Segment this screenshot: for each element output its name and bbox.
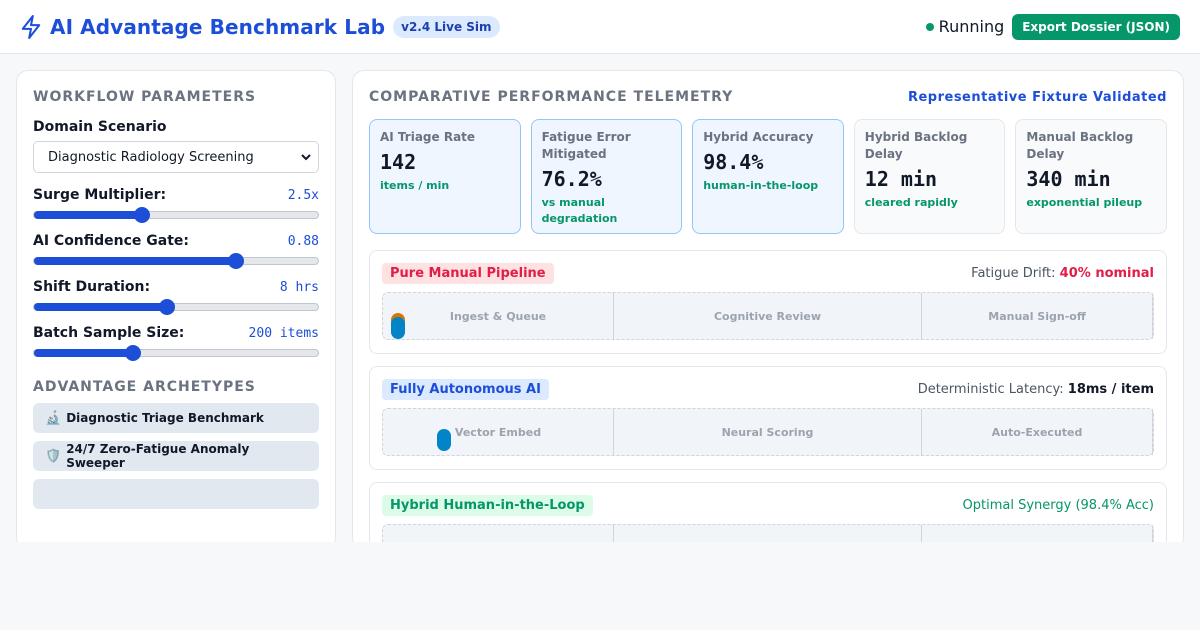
metric-value: 98.4% bbox=[703, 150, 764, 174]
slider-value: 8 hrs bbox=[279, 280, 319, 295]
slider-fill bbox=[34, 211, 142, 219]
slider-surge-multiplier: Surge Multiplier: 2.5x bbox=[33, 187, 319, 223]
metric-label: Manual Backlog Delay bbox=[1026, 130, 1134, 161]
metric-value: 340 min bbox=[1026, 167, 1111, 191]
slider-label: Shift Duration: bbox=[33, 279, 151, 295]
metric-sub: cleared rapidly bbox=[864, 196, 958, 209]
pipeline-autonomous: Fully Autonomous AI Deterministic Latenc… bbox=[369, 366, 1167, 470]
metric-value: 12 min bbox=[864, 167, 938, 191]
metric-sub: items / min bbox=[380, 179, 450, 192]
slider-label: AI Confidence Gate: bbox=[33, 233, 190, 249]
slider-fill bbox=[34, 303, 168, 311]
metric-cards: AI Triage Rate 142 items / min Fatigue E… bbox=[369, 119, 1167, 234]
archetype-item-partial[interactable] bbox=[33, 479, 319, 509]
page-background bbox=[0, 542, 1200, 630]
lane-neural-scoring: Neural Scoring bbox=[614, 409, 922, 455]
shield-icon: 🛡️ bbox=[45, 448, 62, 464]
pipeline-hybrid: Hybrid Human-in-the-Loop Optimal Synergy… bbox=[369, 482, 1167, 549]
slider-ai-confidence-gate: AI Confidence Gate: 0.88 bbox=[33, 233, 319, 269]
metric-sub: vs manual degradation bbox=[541, 196, 618, 225]
metric-card-fatigue-error: Fatigue Error Mitigated 76.2% vs manual … bbox=[530, 119, 683, 234]
metric-label: Hybrid Backlog Delay bbox=[864, 130, 968, 161]
pipeline-lanes: Vector Embed Neural Scoring Auto-Execute… bbox=[382, 408, 1154, 456]
metric-value: 76.2% bbox=[541, 167, 602, 191]
work-item-token bbox=[437, 429, 451, 451]
domain-scenario-value: Diagnostic Radiology Screening bbox=[48, 149, 254, 165]
pipeline-meta: Deterministic Latency: 18ms / item bbox=[918, 382, 1154, 397]
domain-scenario-label: Domain Scenario bbox=[33, 119, 167, 135]
pipeline-lanes: Ingest & Queue Cognitive Review Manual S… bbox=[382, 292, 1154, 340]
pipeline-meta-value: 18ms / item bbox=[1067, 382, 1154, 397]
metric-label: Fatigue Error Mitigated bbox=[541, 130, 631, 161]
section-title-parameters: WORKFLOW PARAMETERS bbox=[33, 89, 257, 105]
slider-track[interactable] bbox=[33, 253, 319, 269]
slider-label: Batch Sample Size: bbox=[33, 325, 185, 341]
pipeline-meta: Fatigue Drift: 40% nominal bbox=[971, 266, 1154, 281]
lane-cognitive-review: Cognitive Review bbox=[614, 293, 922, 339]
lane-auto-executed: Auto-Executed bbox=[922, 409, 1153, 455]
metric-card-hybrid-backlog: Hybrid Backlog Delay 12 min cleared rapi… bbox=[853, 119, 1006, 234]
metric-label: AI Triage Rate bbox=[380, 130, 476, 144]
slider-label: Surge Multiplier: bbox=[33, 187, 167, 203]
lane bbox=[922, 525, 1153, 549]
version-badge: v2.4 Live Sim bbox=[393, 15, 500, 38]
archetype-diagnostic-triage[interactable]: 🔬 Diagnostic Triage Benchmark bbox=[33, 403, 319, 433]
validation-status: Representative Fixture Validated bbox=[907, 90, 1167, 105]
status-text: Running bbox=[938, 17, 1005, 36]
slider-fill bbox=[34, 257, 236, 265]
pipeline-badge: Pure Manual Pipeline bbox=[382, 263, 554, 284]
archetype-anomaly-sweeper[interactable]: 🛡️ 24/7 Zero-Fatigue Anomaly Sweeper bbox=[33, 441, 319, 471]
workflow-parameters-panel: WORKFLOW PARAMETERS Domain Scenario Diag… bbox=[16, 70, 336, 550]
slider-value: 2.5x bbox=[287, 188, 319, 203]
archetype-label: 24/7 Zero-Fatigue Anomaly Sweeper bbox=[66, 442, 250, 470]
metric-card-ai-triage-rate: AI Triage Rate 142 items / min bbox=[369, 119, 521, 234]
chevron-down-icon bbox=[301, 154, 311, 161]
work-item-token bbox=[391, 317, 405, 339]
slider-batch-sample-size: Batch Sample Size: 200 items bbox=[33, 325, 319, 361]
slider-shift-duration: Shift Duration: 8 hrs bbox=[33, 279, 319, 315]
lane bbox=[383, 525, 614, 549]
metric-label: Hybrid Accuracy bbox=[703, 130, 814, 144]
archetype-label: Diagnostic Triage Benchmark bbox=[66, 411, 264, 425]
metric-value: 142 bbox=[380, 150, 417, 174]
status-dot-icon bbox=[925, 22, 934, 31]
pipeline-badge: Hybrid Human-in-the-Loop bbox=[382, 495, 593, 516]
slider-thumb[interactable] bbox=[159, 299, 176, 315]
lane-manual-signoff: Manual Sign-off bbox=[922, 293, 1153, 339]
slider-thumb[interactable] bbox=[125, 345, 142, 361]
slider-value: 0.88 bbox=[287, 234, 319, 249]
lane-vector-embed: Vector Embed bbox=[383, 409, 614, 455]
metric-sub: exponential pileup bbox=[1026, 196, 1143, 209]
slider-thumb[interactable] bbox=[133, 207, 150, 223]
slider-track[interactable] bbox=[33, 345, 319, 361]
telemetry-panel: COMPARATIVE PERFORMANCE TELEMETRY Repres… bbox=[352, 70, 1184, 550]
section-title-telemetry: COMPARATIVE PERFORMANCE TELEMETRY bbox=[369, 89, 734, 105]
section-title-archetypes: ADVANTAGE ARCHETYPES bbox=[33, 379, 256, 395]
metric-card-manual-backlog: Manual Backlog Delay 340 min exponential… bbox=[1015, 119, 1167, 234]
slider-fill bbox=[34, 349, 134, 357]
microscope-icon: 🔬 bbox=[45, 410, 62, 426]
slider-thumb[interactable] bbox=[227, 253, 244, 269]
slider-value: 200 items bbox=[248, 326, 319, 341]
slider-track[interactable] bbox=[33, 207, 319, 223]
pipeline-meta-label: Fatigue Drift: bbox=[971, 266, 1056, 281]
pipeline-meta-value: 40% nominal bbox=[1059, 266, 1154, 281]
lane bbox=[614, 525, 922, 549]
slider-track[interactable] bbox=[33, 299, 319, 315]
app-title: AI Advantage Benchmark Lab bbox=[50, 14, 386, 39]
metric-sub: human-in-the-loop bbox=[703, 179, 819, 192]
export-dossier-button[interactable]: Export Dossier (JSON) bbox=[1012, 13, 1180, 40]
metric-card-hybrid-accuracy: Hybrid Accuracy 98.4% human-in-the-loop bbox=[692, 119, 844, 234]
app-header: AI Advantage Benchmark Lab v2.4 Live Sim… bbox=[0, 0, 1200, 54]
lane-ingest-queue: Ingest & Queue bbox=[383, 293, 614, 339]
pipeline-badge: Fully Autonomous AI bbox=[382, 379, 549, 400]
domain-scenario-select[interactable]: Diagnostic Radiology Screening bbox=[33, 141, 319, 173]
pipeline-meta-label: Deterministic Latency: bbox=[917, 382, 1064, 397]
pipeline-manual: Pure Manual Pipeline Fatigue Drift: 40% … bbox=[369, 250, 1167, 354]
lightning-bolt-icon bbox=[21, 14, 41, 39]
pipeline-meta-value: Optimal Synergy (98.4% Acc) bbox=[962, 498, 1154, 513]
